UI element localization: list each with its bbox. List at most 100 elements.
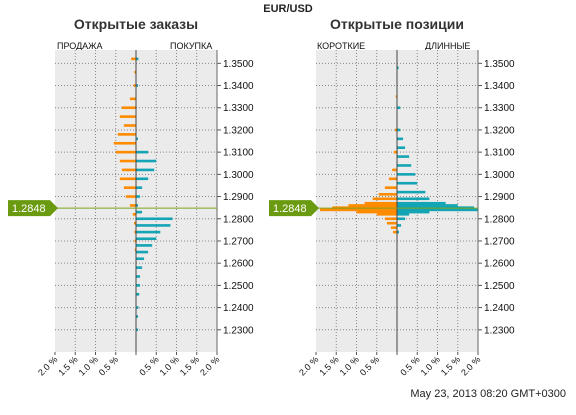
y-tick-label: 1.3200	[223, 125, 254, 136]
bar-right	[136, 292, 140, 296]
bar-right	[136, 150, 149, 154]
x-tick-label: 2.0 %	[36, 354, 59, 377]
bar-right	[397, 197, 430, 201]
bar-left	[348, 204, 397, 207]
bar-left	[364, 201, 397, 205]
bar-right	[136, 84, 139, 87]
bar-left	[115, 150, 136, 154]
current-price-label: 1.2848	[273, 203, 307, 215]
y-tick-label: 1.2300	[223, 325, 254, 336]
bar-right	[136, 306, 139, 309]
y-tick-label: 1.2900	[223, 192, 254, 203]
x-tick-label: 1.5 %	[317, 354, 340, 377]
bar-right	[136, 284, 141, 287]
bar-left	[320, 208, 397, 212]
bar-right	[136, 159, 157, 163]
bar-right	[136, 210, 143, 214]
bar-left	[117, 133, 136, 136]
bar-right	[397, 164, 412, 167]
bar-right	[136, 275, 141, 278]
x-tick-label: 0.5 %	[358, 354, 381, 377]
bar-left	[376, 213, 397, 216]
bar-left	[134, 239, 136, 243]
bar-left	[392, 230, 397, 234]
bar-right	[136, 230, 161, 234]
bar-right	[397, 181, 418, 185]
bar-right	[136, 204, 139, 207]
bar-right	[136, 217, 173, 221]
bar-left	[133, 84, 136, 87]
bar-left	[125, 195, 136, 198]
x-tick-label: 1.0 %	[77, 354, 100, 377]
positions-short-label: КОРОТКИЕ	[317, 41, 366, 51]
timestamp-label: May 23, 2013 08:20 GMT+0300	[410, 388, 566, 400]
bar-left	[131, 57, 136, 61]
bar-left	[113, 141, 136, 145]
x-tick-label: 0.5 %	[97, 354, 120, 377]
current-price-marker	[269, 200, 319, 217]
bar-right	[136, 237, 157, 241]
bar-left	[372, 197, 397, 201]
panel-title-orders: Открытые заказы	[73, 16, 199, 32]
positions-long-label: ДЛИННЫЕ	[425, 41, 471, 51]
bar-right	[136, 57, 139, 61]
y-tick-label: 1.2500	[223, 281, 254, 292]
bar-left	[123, 124, 136, 127]
x-tick-label: 1.5 %	[56, 354, 79, 377]
bar-right	[397, 190, 426, 194]
y-tick-label: 1.2700	[223, 236, 254, 247]
x-tick-label: 2.0 %	[459, 354, 482, 377]
bar-left	[119, 159, 136, 163]
bar-right	[136, 328, 139, 332]
bar-left	[121, 106, 136, 110]
bar-right	[397, 213, 410, 216]
bar-right	[397, 155, 410, 158]
y-tick-label: 1.3100	[484, 148, 515, 159]
bar-left	[384, 217, 397, 221]
orders-sell-label: ПРОДАЖА	[57, 41, 103, 51]
bar-left	[393, 150, 397, 154]
bar-left	[386, 221, 397, 225]
bar-left	[134, 248, 136, 252]
y-tick-label: 1.2500	[484, 281, 515, 292]
bar-left	[392, 168, 397, 172]
bar-right	[136, 137, 139, 141]
bar-left	[119, 177, 136, 181]
bar-right	[397, 173, 416, 176]
bar-left	[384, 186, 397, 189]
bar-right	[397, 128, 401, 132]
bar-left	[133, 221, 136, 225]
bar-right	[397, 217, 406, 221]
bar-right	[397, 230, 400, 234]
bar-right	[397, 146, 406, 150]
y-tick-label: 1.3100	[223, 148, 254, 159]
y-tick-label: 1.2800	[484, 214, 515, 225]
x-tick-label: 1.0 %	[158, 354, 181, 377]
bar-left	[121, 168, 136, 172]
y-tick-label: 1.3400	[223, 81, 254, 92]
bars-group-0	[113, 57, 173, 332]
x-tick-label: 1.5 %	[178, 354, 201, 377]
y-tick-label: 1.3500	[484, 59, 515, 70]
bar-right	[136, 186, 143, 189]
bar-left	[123, 186, 136, 189]
bar-right	[397, 201, 446, 205]
x-tick-label: 1.0 %	[419, 354, 442, 377]
bar-left	[395, 95, 397, 98]
bar-right	[136, 315, 139, 318]
bar-left	[119, 115, 136, 118]
bar-right	[397, 106, 401, 110]
x-tick-label: 1.5 %	[439, 354, 462, 377]
bar-right	[136, 244, 153, 247]
bar-right	[136, 195, 141, 198]
bar-right	[397, 204, 458, 207]
bar-right	[136, 177, 149, 181]
y-tick-label: 1.3400	[484, 81, 515, 92]
y-tick-label: 1.3500	[223, 59, 254, 70]
y-tick-label: 1.2400	[484, 303, 515, 314]
bar-left	[134, 70, 136, 74]
y-tick-label: 1.3200	[484, 125, 515, 136]
bar-left	[129, 97, 136, 101]
